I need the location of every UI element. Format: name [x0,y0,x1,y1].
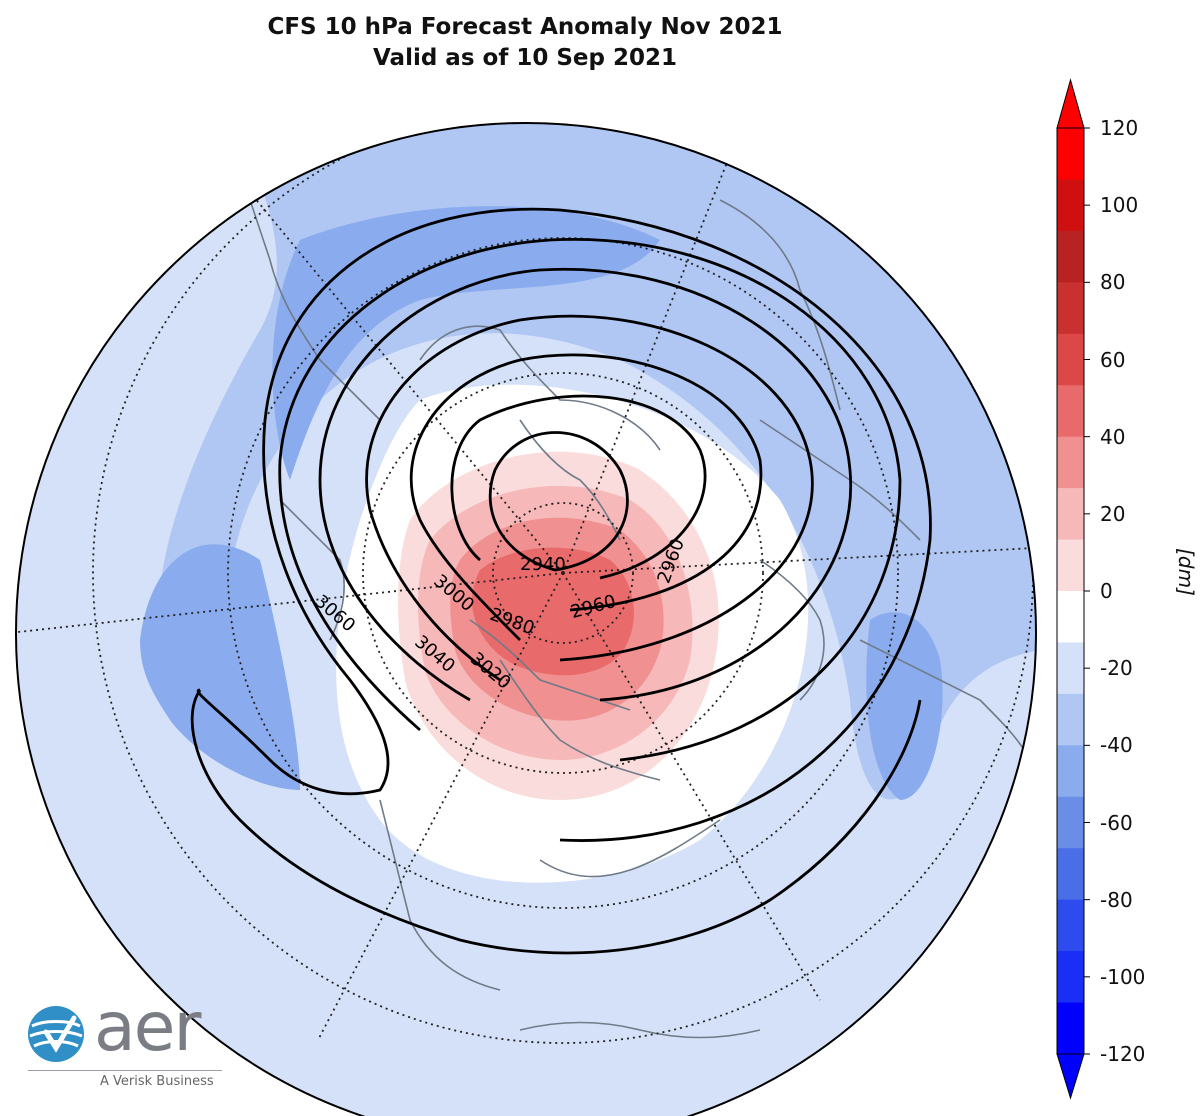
colorbar-segment [1057,745,1084,798]
meridian-4 [317,572,564,1041]
anomaly-band-minus-30-b [140,544,300,790]
anomaly-band-minus-30-c [866,612,943,800]
coastline-12 [859,639,1031,761]
coastline-9 [719,199,841,411]
contour-2980 [409,353,763,641]
colorbar-tick-label: -80 [1100,887,1133,912]
coastline-2 [419,325,661,451]
colorbar-tick-label: 120 [1100,116,1139,140]
colorbar [1056,78,1090,1100]
colorbar-segment [1057,693,1084,746]
colorbar-segment [1057,488,1084,541]
latitude-circle-2 [362,372,764,774]
height-contours [190,207,932,955]
aer-globe-icon [28,1006,84,1062]
contour-label: 2940 [520,554,566,575]
colorbar-segment [1057,282,1084,335]
coastline-13 [519,1021,761,1039]
colorbar-tick-label: -20 [1100,656,1133,681]
colorbar-segment [1057,179,1084,232]
colorbar-tick-label: 20 [1100,501,1126,526]
colorbar-segment [1057,1002,1084,1055]
colorbar-max-extend [1056,78,1085,129]
contour-3020 [318,267,853,702]
aer-logo: aer A Verisk Business [24,988,224,1100]
meridian-1 [17,572,564,633]
colorbar-segment [1057,591,1084,643]
colorbar-tick-label: -60 [1100,810,1133,835]
colorbar-tick-label: -120 [1100,1042,1146,1066]
coastline-6 [499,659,661,781]
colorbar-tick-label: 60 [1100,347,1126,372]
anomaly-field [16,123,1036,1116]
coastline-11 [759,559,825,701]
anomaly-band-minus-30 [272,206,660,480]
colorbar-segment [1057,436,1084,489]
anomaly-band-plus-40 [471,547,634,676]
colorbar-tick-label: 40 [1100,424,1126,449]
chart-title: CFS 10 hPa Forecast Anomaly Nov 2021 Val… [0,12,1050,74]
title-line-2: Valid as of 10 Sep 2021 [373,45,677,71]
contour-3040 [278,237,902,762]
colorbar-tick-label: 100 [1100,193,1139,218]
colorbar-segment [1057,230,1084,283]
colorbar-segment [1057,539,1084,592]
latitude-circle-1 [492,502,634,644]
coastline-4 [279,499,345,641]
colorbar-segment [1057,333,1084,386]
colorbar-tick-label: -40 [1100,733,1133,758]
coastline-3 [519,419,621,541]
colorbar-tick-label: -100 [1100,964,1146,989]
coastlines [239,169,1031,1039]
contour-3060-outer [190,689,922,955]
colorbar-tick-label: 80 [1100,270,1126,295]
map-boundary [15,122,1037,1116]
latitude-circle-3 [227,237,899,909]
meridian-3 [562,129,741,574]
colorbar-segment [1057,796,1084,849]
colorbar-min-extend [1056,1053,1085,1100]
contour-2960 [450,394,707,580]
colorbar-unit-label: [dm] [1174,548,1198,596]
meridian-6 [562,572,821,1001]
coastline-7 [379,799,501,991]
colorbar-segment [1057,385,1084,438]
contour-2940 [488,431,629,572]
colorbar-segment [1057,642,1084,695]
colorbar-segment [1057,848,1084,901]
coastline-8 [539,819,721,878]
logo-divider [28,1070,222,1071]
contour-3060 [196,207,932,842]
meridian-5 [239,179,564,574]
contour-3000 [365,314,814,682]
colorbar-segment [1057,899,1084,952]
title-line-1: CFS 10 hPa Forecast Anomaly Nov 2021 [267,14,783,40]
colorbar-segment [1057,951,1084,1004]
aer-tagline: A Verisk Business [100,1074,214,1089]
colorbar-segment [1057,128,1084,180]
colorbar-tick-label: 0 [1100,579,1113,603]
aer-wordmark: aer [94,988,201,1067]
meridian-2 [562,547,1035,574]
